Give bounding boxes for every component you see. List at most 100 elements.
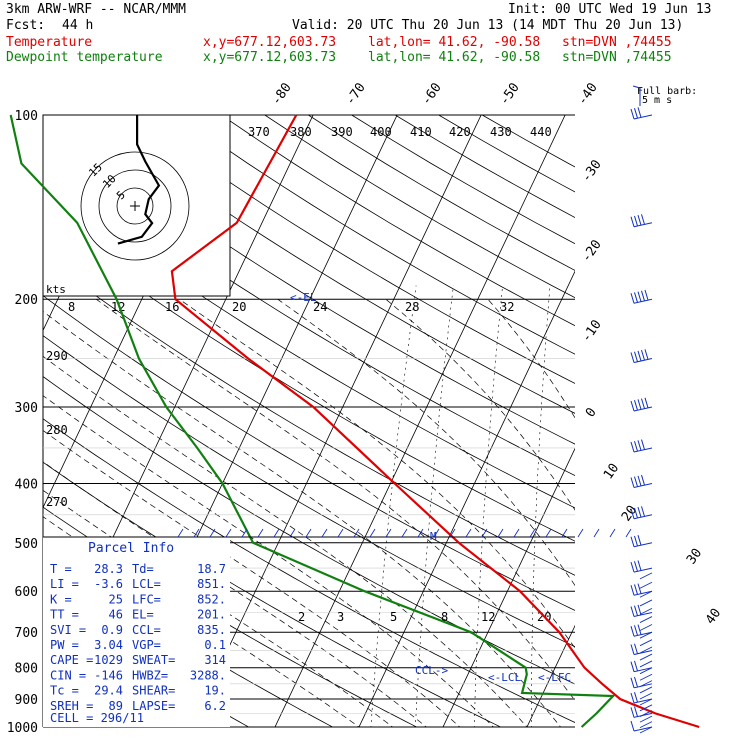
valid-time: Valid: 20 UTC Thu 20 Jun 13 (14 MDT Thu … — [292, 18, 684, 33]
wind-barb-flag — [637, 535, 642, 546]
pressure-tick-label: 900 — [15, 693, 38, 708]
wind-barb-flag — [641, 290, 645, 301]
theta-label: 430 — [490, 125, 512, 139]
wind-barb-staff — [639, 646, 653, 654]
parcel-info-title: Parcel Info — [88, 541, 174, 556]
isotherm-label: 10 — [601, 461, 622, 482]
isotherm-line — [442, 447, 575, 727]
parcel-row-value: 201. — [197, 608, 226, 622]
isotherm-line — [689, 101, 740, 740]
wind-barb-staff — [639, 631, 653, 639]
parcel-row-key: LI = — [50, 577, 79, 591]
wind-barb-flag — [644, 397, 649, 408]
mixing-ratio-label: 2 — [298, 610, 305, 624]
moist-adiabat-line — [43, 430, 461, 727]
level-tick — [273, 528, 280, 538]
wind-barb-staff — [633, 542, 653, 548]
mixing-ratio-label: 24 — [313, 300, 327, 314]
temperature-station: stn=DVN ,74455 — [562, 35, 672, 50]
dry-adiabat-line — [43, 376, 575, 685]
wind-barb-flag — [637, 350, 642, 362]
wind-barb-staff — [639, 572, 653, 580]
isotherm-line — [526, 624, 575, 727]
wind-barb-staff — [633, 567, 653, 573]
parcel-row-key: Td= — [132, 562, 154, 576]
level-tick — [465, 528, 472, 538]
parcel-row-key: LFC= — [132, 592, 161, 606]
wind-barb-staff — [633, 298, 653, 304]
wind-barb-staff — [639, 607, 653, 615]
pressure-tick-label: 200 — [15, 293, 38, 308]
wind-barb-flag — [641, 474, 645, 486]
parcel-row-value: 0.1 — [204, 638, 226, 652]
isotherm-label: -80 — [269, 80, 295, 108]
pressure-tick-label: 400 — [15, 477, 38, 492]
isotherm-label: 40 — [703, 606, 724, 627]
wind-barb-flag — [637, 440, 642, 451]
level-tick — [481, 528, 488, 538]
lfc-marker: <-LFC — [538, 671, 571, 684]
level-tick — [225, 528, 232, 538]
level-tick — [609, 528, 616, 538]
theta-label: 380 — [290, 125, 312, 139]
parcel-row-key: K = — [50, 592, 72, 606]
moist-adiabat-line — [487, 298, 575, 419]
parcel-info-background — [43, 537, 230, 727]
wind-barb-flag — [644, 289, 649, 301]
wind-barb-flag — [634, 692, 638, 703]
parcel-row-value: 3288. — [190, 668, 226, 682]
mixing-ratio-label: 16 — [165, 300, 179, 314]
parcel-row-value: 0.9 — [101, 623, 123, 637]
parcel-row-value: 835. — [197, 623, 226, 637]
wind-barb-flag — [634, 605, 638, 616]
wind-barb-staff — [639, 624, 653, 631]
parcel-row-key: EL= — [132, 608, 154, 622]
wind-barb-flag — [634, 535, 638, 547]
el-marker: <-EL — [290, 291, 317, 304]
theta-label: 370 — [248, 125, 270, 139]
parcel-row-value: 29.4 — [94, 684, 123, 698]
wind-barb-flag — [634, 351, 638, 362]
hodograph-ring — [116, 187, 154, 225]
wind-barb-staff — [633, 631, 653, 637]
theta-label: 440 — [530, 125, 552, 139]
parcel-row-key: CIN = — [50, 668, 86, 682]
dry-adiabat-line — [438, 115, 575, 193]
wind-barb-flag — [637, 507, 642, 518]
diagram-grid — [43, 101, 740, 740]
wind-barb-staff — [639, 680, 653, 688]
wind-barb-flag — [634, 400, 638, 411]
mixing-ratio-label: 20 — [232, 300, 246, 314]
moist-adiabat-line — [179, 298, 575, 649]
wind-barbs — [177, 107, 653, 734]
theta-label: 280 — [46, 423, 68, 437]
level-tick — [241, 528, 248, 538]
parcel-row-key: HWBZ= — [132, 668, 168, 682]
wind-barb-staff — [633, 650, 653, 656]
wind-barb-flag — [630, 585, 635, 596]
wind-barb-flag — [637, 291, 642, 302]
wind-barb-flag — [630, 293, 635, 304]
wind-barb-flag — [634, 584, 638, 595]
m-marker: M — [430, 530, 437, 543]
theta-label: 410 — [410, 125, 432, 139]
dewpoint-station: stn=DVN ,74455 — [562, 50, 672, 65]
wind-barb-flag — [630, 352, 635, 363]
pressure-tick-label: 100 — [15, 109, 38, 124]
level-tick — [353, 528, 360, 538]
dewpoint-legend: Dewpoint temperature — [6, 50, 163, 65]
wind-barb-flag — [634, 625, 638, 636]
wind-barb-flag — [630, 707, 635, 718]
level-tick — [321, 528, 328, 538]
pressure-tick-label: 600 — [15, 585, 38, 600]
parcel-row-key: SWEAT= — [132, 653, 175, 667]
parcel-row-key: TT = — [50, 608, 79, 622]
parcel-info-panel: Parcel Info T = 28.3 Td= 18.7 LI = -3.6 LCL= 85… — [43, 537, 230, 727]
wind-barb-flag — [637, 475, 642, 487]
wind-barb-staff — [633, 667, 653, 673]
level-tick — [193, 528, 200, 538]
barb-legend-flag — [632, 85, 641, 89]
parcel-row-key: CAPE = — [50, 653, 93, 667]
isotherm-label: -20 — [579, 237, 605, 265]
